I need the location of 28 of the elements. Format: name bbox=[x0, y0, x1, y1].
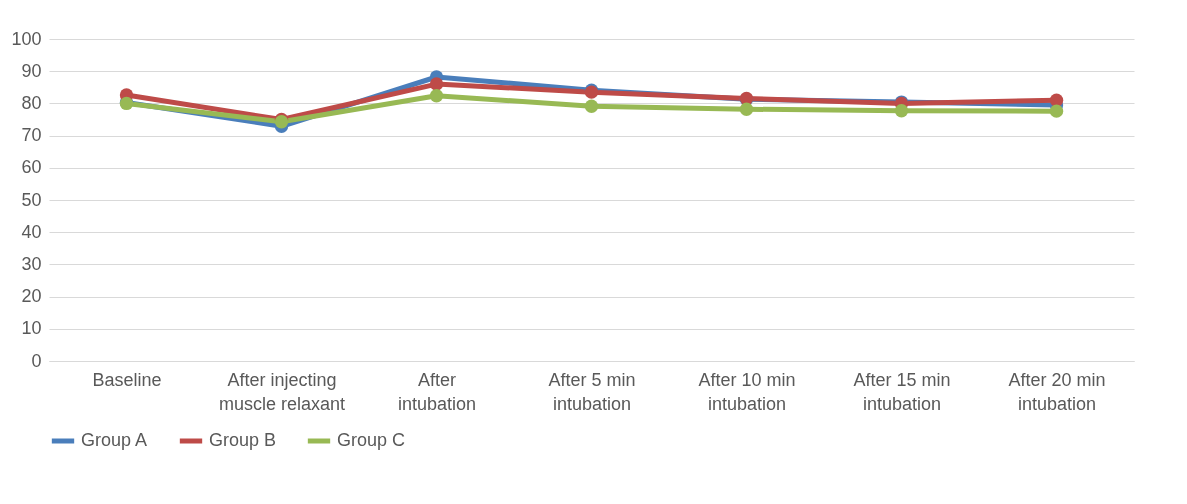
legend-label: Group C bbox=[337, 430, 406, 450]
y-tick-label: 50 bbox=[21, 189, 42, 210]
y-tick-label: 30 bbox=[21, 253, 42, 274]
legend-label: Group B bbox=[209, 430, 277, 450]
y-tick-label: 90 bbox=[21, 60, 42, 81]
point bbox=[429, 77, 444, 91]
point bbox=[429, 88, 444, 103]
y-tick-label: 80 bbox=[21, 92, 42, 113]
y-tick-label: 60 bbox=[21, 157, 42, 178]
point bbox=[739, 102, 754, 116]
point bbox=[584, 99, 599, 113]
legend-label: Group A bbox=[81, 430, 148, 450]
x-tick-label: After 20 min intubation bbox=[1008, 369, 1106, 414]
x-tick-label: After intubation bbox=[397, 369, 477, 414]
y-tick-label: 20 bbox=[21, 286, 42, 307]
x-tick-label: After 15 min intubation bbox=[853, 369, 951, 414]
y-tick-label: 0 bbox=[31, 350, 42, 371]
point bbox=[894, 104, 909, 118]
y-tick-label: 70 bbox=[21, 125, 42, 146]
y-tick-label: 100 bbox=[11, 28, 42, 49]
x-tick-label: After 5 min intubation bbox=[548, 369, 636, 414]
x-tick-label: Baseline bbox=[92, 369, 162, 390]
y-tick-label: 40 bbox=[21, 221, 42, 242]
point bbox=[1049, 93, 1064, 107]
point bbox=[1049, 104, 1064, 118]
x-tick-label: After injecting muscle relaxant bbox=[218, 369, 346, 414]
y-tick-label: 10 bbox=[21, 318, 42, 339]
x-tick-label: After 10 min intubation bbox=[698, 369, 796, 414]
